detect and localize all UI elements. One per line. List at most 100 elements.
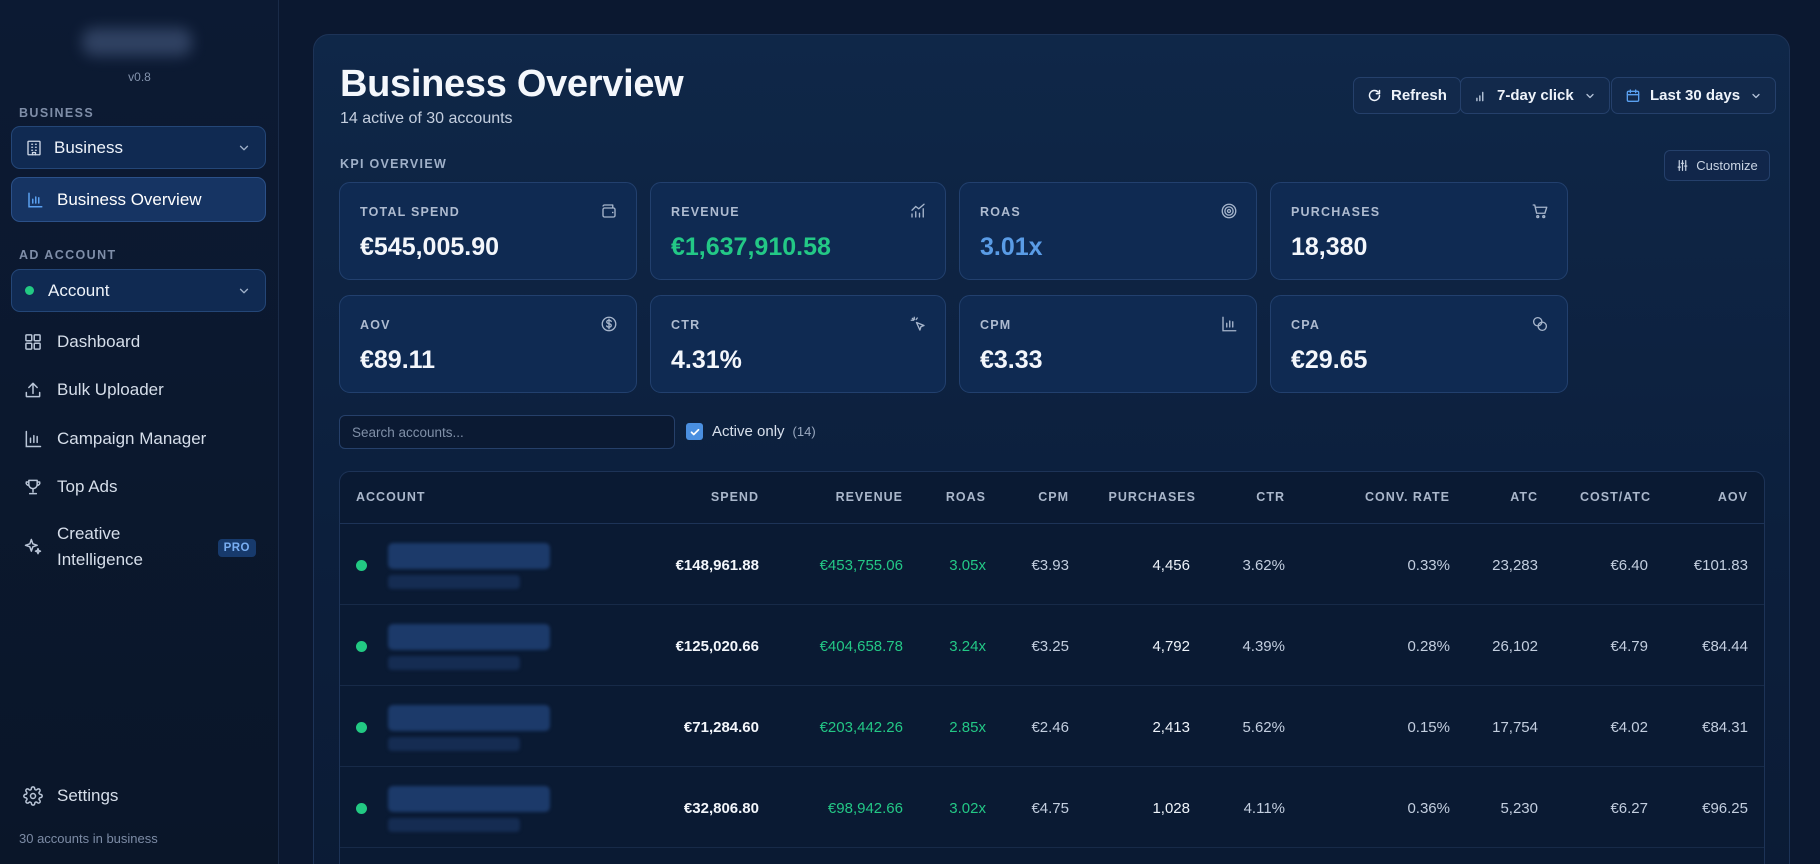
accounts-table: ACCOUNT SPEND REVENUE ROAS CPM PURCHASES… (339, 471, 1765, 864)
building-icon (25, 139, 43, 157)
column-header-purchases[interactable]: PURCHASES (1108, 490, 1196, 504)
kpi-card-cpm: CPM €3.33 (959, 295, 1257, 393)
kpi-value: 4.31% (671, 346, 742, 374)
cell-spend: €148,961.88 (675, 557, 759, 574)
cell-conv-rate: 0.28% (1407, 638, 1450, 655)
refresh-icon (1367, 88, 1382, 103)
business-section-label: BUSINESS (19, 106, 95, 120)
column-header-aov[interactable]: AOV (1717, 490, 1748, 504)
page-subtitle: 14 active of 30 accounts (340, 110, 513, 127)
kpi-label: ROAS (980, 205, 1021, 219)
main-panel: Business Overview 14 active of 30 accoun… (313, 34, 1790, 864)
kpi-label: REVENUE (671, 205, 740, 219)
kpi-card-purchases: PURCHASES 18,380 (1270, 182, 1568, 280)
account-select-label: Account (48, 280, 110, 300)
cell-spend: €32,806.80 (683, 800, 759, 817)
column-header-cost-atc[interactable]: COST/ATC (1580, 490, 1651, 504)
kpi-value: €545,005.90 (360, 233, 500, 261)
cell-purchases: 1,028 (1152, 800, 1190, 817)
table-header: ACCOUNT SPEND REVENUE ROAS CPM PURCHASES… (340, 472, 1764, 524)
cell-revenue: €404,658.78 (819, 638, 903, 655)
cell-conv-rate: 0.36% (1407, 800, 1450, 817)
table-row[interactable]: €148,961.88 €453,755.06 3.05x €3.93 4,45… (340, 524, 1764, 605)
cell-cpm: €3.25 (1031, 638, 1069, 655)
kpi-card-ctr: CTR 4.31% (650, 295, 946, 393)
chevron-down-icon (237, 141, 251, 155)
account-status-dot (25, 286, 34, 295)
column-header-atc[interactable]: ATC (1510, 490, 1538, 504)
column-header-conv-rate[interactable]: CONV. RATE (1364, 490, 1450, 504)
active-only-count: (14) (792, 424, 816, 439)
sidebar-item-creative-intelligence[interactable]: Creative Intelligence (11, 521, 266, 573)
sidebar-item-campaign-manager[interactable]: Campaign Manager (11, 419, 266, 459)
bar-chart-icon (1220, 315, 1238, 333)
gear-icon (23, 786, 43, 806)
pro-badge: PRO (217, 539, 256, 557)
cell-conv-rate: 0.33% (1407, 557, 1450, 574)
sliders-icon (1676, 159, 1689, 172)
cell-spend: €125,020.66 (675, 638, 759, 655)
kpi-label: CTR (671, 318, 701, 332)
table-row[interactable]: €32,806.80 €98,942.66 3.02x €4.75 1,028 … (340, 767, 1764, 848)
column-header-roas[interactable]: ROAS (945, 490, 986, 504)
cell-ctr: 3.62% (1242, 557, 1285, 574)
sidebar-item-label: Top Ads (57, 477, 118, 496)
sidebar-item-label: Creative Intelligence (57, 524, 144, 569)
column-header-spend[interactable]: SPEND (710, 490, 759, 504)
sparkles-icon (23, 537, 43, 557)
refresh-button-label: Refresh (1391, 87, 1447, 104)
account-select[interactable]: Account (11, 269, 266, 312)
cell-cpm: €2.46 (1031, 719, 1069, 736)
cell-revenue: €98,942.66 (827, 800, 903, 817)
cell-atc: 5,230 (1500, 800, 1538, 817)
active-only-toggle[interactable]: Active only (14) (686, 423, 816, 440)
active-only-label: Active only (712, 423, 785, 440)
accounts-count: 30 accounts in business (19, 831, 158, 846)
account-name-redacted (388, 705, 550, 731)
cell-ctr: 5.62% (1242, 719, 1285, 736)
sidebar-item-label: Campaign Manager (57, 429, 207, 448)
sidebar-item-bulk-uploader[interactable]: Bulk Uploader (11, 370, 266, 410)
business-select-label: Business (54, 137, 123, 157)
cell-atc: 26,102 (1492, 638, 1538, 655)
sidebar-item-label: Settings (57, 786, 119, 805)
sidebar-item-label: Bulk Uploader (57, 380, 164, 399)
sidebar: v0.8 BUSINESS Business Business Overview… (0, 0, 279, 864)
upload-icon (23, 380, 43, 400)
date-range-select[interactable]: Last 30 days (1611, 77, 1777, 114)
business-select[interactable]: Business (11, 126, 266, 169)
cell-revenue: €453,755.06 (819, 557, 903, 574)
search-input[interactable] (339, 415, 675, 449)
sidebar-item-top-ads[interactable]: Top Ads (11, 467, 266, 507)
cell-cost-atc: €4.79 (1610, 638, 1648, 655)
table-row[interactable]: €71,284.60 €203,442.26 2.85x €2.46 2,413… (340, 686, 1764, 767)
bar-chart-icon (26, 191, 44, 209)
account-status-dot (356, 722, 367, 733)
sidebar-item-label: Business Overview (57, 189, 202, 209)
kpi-label: PURCHASES (1291, 205, 1381, 219)
column-header-revenue[interactable]: REVENUE (835, 490, 903, 504)
account-id-redacted (388, 656, 520, 670)
kpi-label: TOTAL SPEND (360, 205, 461, 219)
trend-up-icon (909, 202, 927, 220)
cell-purchases: 4,792 (1152, 638, 1190, 655)
wallet-icon (600, 202, 618, 220)
sidebar-item-dashboard[interactable]: Dashboard (11, 322, 266, 362)
kpi-card-revenue: REVENUE €1,637,910.58 (650, 182, 946, 280)
active-only-checkbox[interactable] (686, 423, 703, 440)
attribution-select[interactable]: 7-day click (1460, 77, 1610, 114)
table-row[interactable]: €125,020.66 €404,658.78 3.24x €3.25 4,79… (340, 605, 1764, 686)
column-header-account[interactable]: ACCOUNT (356, 490, 426, 504)
column-header-ctr[interactable]: CTR (1256, 490, 1285, 504)
column-header-cpm[interactable]: CPM (1038, 490, 1069, 504)
account-id-redacted (388, 818, 520, 832)
sidebar-item-business-overview[interactable]: Business Overview (11, 177, 266, 222)
customize-button[interactable]: Customize (1664, 150, 1770, 181)
sidebar-item-settings[interactable]: Settings (11, 776, 266, 816)
cursor-click-icon (909, 315, 927, 333)
chevron-down-icon (1750, 90, 1762, 102)
kpi-value: 3.01x (980, 233, 1043, 261)
kpi-label: AOV (360, 318, 391, 332)
refresh-button[interactable]: Refresh (1353, 77, 1461, 114)
cell-aov: €96.25 (1702, 800, 1748, 817)
